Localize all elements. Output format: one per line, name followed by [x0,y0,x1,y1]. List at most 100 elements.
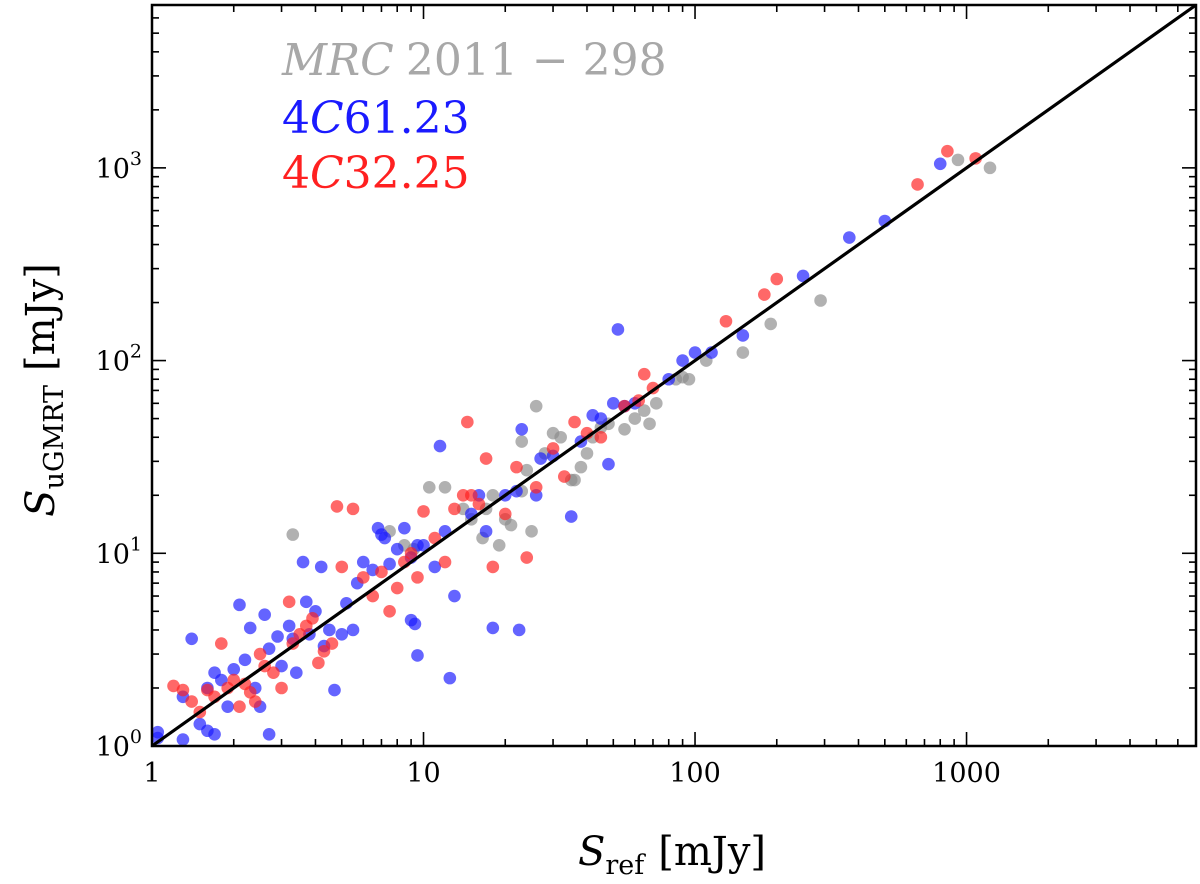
data-point-series-2 [227,673,241,687]
y-tick-label: 100 [96,726,142,763]
data-point-series-2 [306,611,319,625]
data-point-series-2 [335,560,349,574]
data-point-series-0 [951,153,965,167]
data-points [151,144,997,746]
data-point-series-1 [262,642,276,655]
data-point-series-2 [356,571,370,584]
data-point-series-1 [208,728,221,741]
data-point-series-2 [417,505,430,518]
data-point-series-1 [296,555,310,569]
data-point-series-2 [438,555,452,569]
data-point-series-1 [564,510,578,523]
y-tick-label: 102 [96,341,142,378]
data-point-series-1 [378,531,392,545]
data-point-series-1 [227,663,241,676]
data-point-series-2 [479,452,493,465]
data-point-series-1 [262,728,276,741]
data-point-series-1 [796,269,810,283]
data-point-series-2 [282,595,296,609]
data-point-series-0 [504,518,518,532]
data-point-series-0 [492,539,506,552]
y-tick-label: 103 [96,148,142,185]
data-point-series-1 [383,557,396,571]
data-point-series-0 [568,473,581,487]
data-point-series-2 [390,581,404,595]
x-tick-label: 1000 [932,758,1001,789]
data-point-series-1 [433,439,447,453]
data-point-series-0 [736,346,750,359]
data-point-series-0 [643,417,656,431]
data-point-series-0 [486,488,500,502]
one-to-one-line [151,3,1197,748]
data-point-series-1 [390,542,404,556]
data-point-series-0 [649,397,663,410]
data-point-series-2 [176,683,190,697]
data-point-series-2 [969,152,982,165]
data-point-series-1 [258,608,271,622]
data-point-series-1 [238,653,252,667]
data-point-series-1 [290,666,303,680]
data-point-series-2 [520,551,534,564]
data-point-series-1 [688,346,702,359]
data-point-series-0 [422,480,436,494]
data-point-series-2 [719,314,733,328]
data-point-series-2 [472,497,486,511]
data-point-series-2 [185,695,198,708]
data-point-series-2 [758,288,771,301]
data-point-series-1 [417,539,430,552]
data-point-series-2 [243,685,257,699]
data-point-series-1 [271,630,284,643]
data-point-series-2 [594,430,608,444]
data-point-series-1 [534,452,547,465]
data-point-series-1 [323,623,336,637]
data-point-series-0 [618,422,631,436]
data-point-series-0 [580,447,594,460]
data-point-series-2 [167,679,180,693]
data-point-series-1 [408,617,422,631]
data-point-series-2 [404,546,418,560]
x-tick-label: 10 [406,758,440,789]
data-point-series-2 [253,647,267,661]
data-point-series-2 [529,480,543,494]
data-point-series-0 [682,372,696,386]
data-point-series-0 [286,528,300,541]
data-point-series-1 [515,422,529,436]
data-point-series-1 [933,157,947,171]
data-point-series-2 [498,507,512,521]
data-point-series-1 [448,589,461,603]
data-point-series-1 [398,521,411,535]
data-point-series-2 [325,637,339,650]
data-point-series-2 [312,656,325,670]
legend-entry-4c61: 4C61.23 [282,93,470,144]
data-point-series-2 [375,565,388,579]
data-point-series-1 [176,733,190,746]
data-point-series-1 [736,329,750,342]
data-point-series-1 [594,412,608,425]
data-point-series-2 [448,502,461,516]
tick-labels: 1 10 100 1000 100 101 102 103 [96,148,1001,789]
data-point-series-1 [443,671,457,685]
data-point-series-1 [611,323,625,336]
data-point-series-1 [676,354,689,367]
data-point-series-2 [330,500,344,513]
legend: MRC 2011 − 298 4C61.23 4C32.25 [281,35,667,199]
data-point-series-1 [486,621,500,635]
data-point-series-1 [185,632,198,646]
x-tick-label: 1 [143,758,160,789]
y-tick-label: 101 [96,533,142,570]
data-point-series-2 [248,695,262,708]
data-point-series-2 [510,460,523,474]
data-point-series-0 [764,317,778,331]
data-point-series-0 [814,294,827,307]
data-point-series-1 [346,623,360,637]
data-point-series-2 [546,442,560,455]
x-axis-label: Sref [mJy] [578,829,766,881]
data-point-series-2 [275,681,288,695]
data-point-series-2 [383,604,396,618]
data-point-series-1 [843,231,856,244]
data-point-series-2 [346,502,360,516]
data-point-series-1 [411,649,424,662]
data-point-series-2 [486,560,500,574]
data-point-series-0 [515,435,529,448]
